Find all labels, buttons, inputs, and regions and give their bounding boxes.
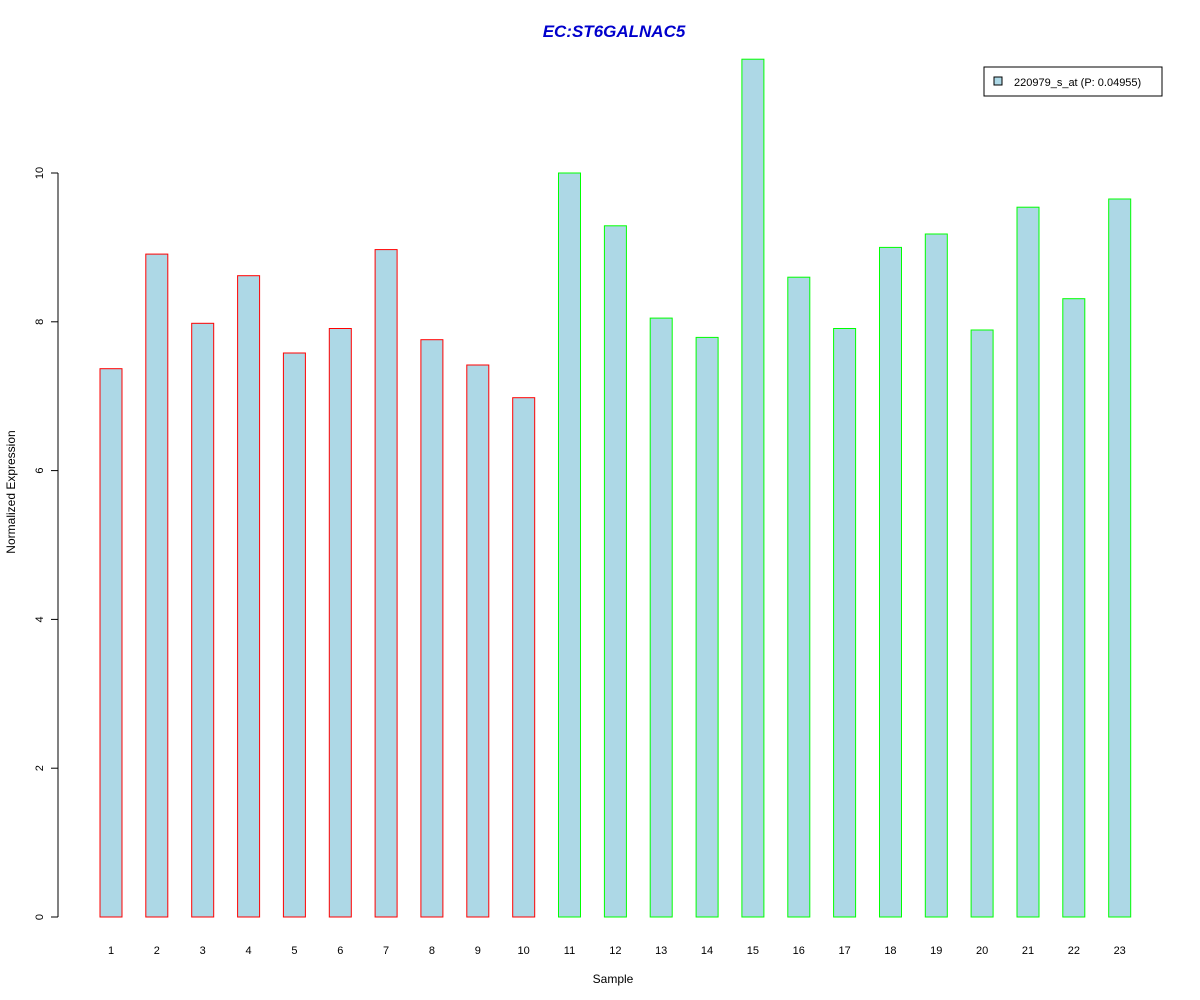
bar-5 bbox=[282, 352, 306, 918]
legend-box bbox=[983, 66, 1163, 97]
bar-16 bbox=[787, 276, 811, 918]
bar-13 bbox=[649, 317, 673, 918]
x-tick-label-22: 22 bbox=[1068, 945, 1080, 957]
x-tick-label-19: 19 bbox=[930, 945, 942, 957]
x-tick-label-3: 3 bbox=[200, 945, 206, 957]
bar-22 bbox=[1062, 298, 1086, 918]
bar-6 bbox=[328, 328, 352, 918]
y-tick-label: 10 bbox=[34, 167, 46, 179]
x-tick-label-8: 8 bbox=[429, 945, 435, 957]
x-tick-label-23: 23 bbox=[1114, 945, 1126, 957]
legend-label: 220979_s_at (P: 0.04955) bbox=[1014, 77, 1141, 89]
y-axis-label: Normalized Expression bbox=[4, 430, 18, 553]
y-axis: 0 2 4 6 8 10 bbox=[34, 167, 59, 920]
x-tick-label-11: 11 bbox=[564, 945, 575, 957]
x-axis-label: Sample bbox=[593, 972, 634, 986]
bar-20 bbox=[970, 329, 994, 918]
bars bbox=[99, 58, 1132, 918]
x-tick-label-4: 4 bbox=[245, 945, 251, 957]
y-tick-label: 8 bbox=[34, 319, 46, 325]
x-tick-label-6: 6 bbox=[337, 945, 343, 957]
y-tick-label: 2 bbox=[34, 765, 46, 771]
bar-9 bbox=[466, 364, 490, 918]
y-tick-label: 4 bbox=[34, 616, 46, 622]
bar-14 bbox=[695, 336, 719, 918]
x-tick-label-13: 13 bbox=[655, 945, 667, 957]
bar-12 bbox=[603, 225, 627, 918]
bar-23 bbox=[1108, 198, 1132, 918]
x-tick-label-5: 5 bbox=[291, 945, 297, 957]
x-tick-label-1: 1 bbox=[108, 945, 114, 957]
bar-7 bbox=[374, 249, 398, 918]
x-tick-label-7: 7 bbox=[383, 945, 389, 957]
x-tick-label-12: 12 bbox=[609, 945, 621, 957]
bar-11 bbox=[558, 172, 581, 918]
bar-1 bbox=[99, 368, 123, 918]
bar-8 bbox=[420, 339, 444, 918]
bar-3 bbox=[191, 322, 215, 918]
x-tick-label-14: 14 bbox=[701, 945, 713, 957]
x-tick-label-17: 17 bbox=[838, 945, 850, 957]
y-tick-label: 6 bbox=[34, 468, 46, 474]
legend: 220979_s_at (P: 0.04955) bbox=[983, 66, 1163, 97]
bar-19 bbox=[924, 233, 948, 918]
x-tick-label-2: 2 bbox=[154, 945, 160, 957]
bar-15 bbox=[741, 58, 765, 918]
x-tick-labels: 1 2 3 4 5 6 7 8 9 10 11 12 13 14 15 16 17 18 19 20 21 22 23 bbox=[108, 945, 1126, 957]
bar-2 bbox=[145, 253, 169, 918]
x-tick-label-20: 20 bbox=[976, 945, 988, 957]
x-tick-label-18: 18 bbox=[884, 945, 896, 957]
x-tick-label-21: 21 bbox=[1022, 945, 1034, 957]
x-tick-label-10: 10 bbox=[518, 945, 530, 957]
legend-swatch bbox=[993, 76, 1003, 86]
bar-4 bbox=[237, 275, 261, 918]
bar-17 bbox=[833, 328, 857, 918]
x-tick-label-9: 9 bbox=[475, 945, 481, 957]
bar-21 bbox=[1016, 206, 1040, 918]
bar-18 bbox=[879, 246, 902, 918]
chart-title: EC:ST6GALNAC5 bbox=[543, 22, 686, 41]
y-tick-label: 0 bbox=[34, 914, 46, 920]
bar-10 bbox=[512, 397, 536, 918]
x-tick-label-15: 15 bbox=[747, 945, 759, 957]
x-tick-label-16: 16 bbox=[793, 945, 805, 957]
